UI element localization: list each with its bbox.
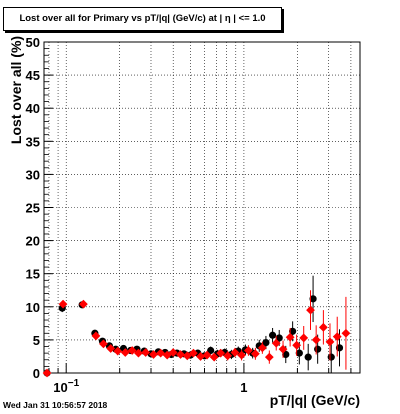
data-point-red xyxy=(332,332,342,341)
y-tick-label: 20 xyxy=(26,234,40,249)
data-point-red xyxy=(325,337,335,347)
data-point-red xyxy=(168,348,178,357)
data-point-red xyxy=(113,346,123,356)
data-point-black xyxy=(207,346,215,355)
x-tick-label: 10−1 xyxy=(53,378,79,395)
y-tick-label: 45 xyxy=(26,68,40,83)
data-point-black xyxy=(289,327,297,335)
data-point-red xyxy=(311,335,321,345)
data-point-red xyxy=(223,351,233,361)
data-point-red xyxy=(250,349,260,359)
data-point-red xyxy=(230,348,240,357)
data-point-red xyxy=(271,338,281,348)
data-point-red xyxy=(176,350,185,359)
y-tick-label: 30 xyxy=(26,167,40,182)
data-point-black xyxy=(304,353,312,361)
data-point-red xyxy=(182,351,192,361)
data-point-red xyxy=(209,352,219,362)
data-point-red xyxy=(285,332,295,342)
data-point-red xyxy=(196,352,205,361)
data-point-red xyxy=(79,299,88,309)
footer-timestamp: Wed Jan 31 10:56:57 2018 xyxy=(3,400,108,410)
data-point-red xyxy=(106,344,116,353)
y-tick-label: 25 xyxy=(26,201,40,216)
data-point-red xyxy=(42,368,52,378)
data-point-black xyxy=(268,331,277,339)
data-point-red xyxy=(149,350,158,359)
data-point-red xyxy=(58,299,68,309)
data-point-red xyxy=(237,350,246,360)
data-point-black xyxy=(275,334,283,342)
y-tick-label: 50 xyxy=(26,35,40,50)
data-point-black xyxy=(327,353,335,361)
data-point-red xyxy=(292,340,302,350)
data-point-red xyxy=(278,344,288,354)
data-point-red xyxy=(299,333,309,343)
data-point-red xyxy=(257,343,267,353)
data-point-red xyxy=(156,348,166,358)
data-point-red xyxy=(318,322,328,332)
axes: 0 5 10 15 20 25 30 35 40 45 50 10−1 1 xyxy=(26,35,352,395)
y-tick-label: 10 xyxy=(26,300,40,315)
y-tick-label: 35 xyxy=(26,134,40,149)
x-tick-label: 1 xyxy=(240,380,247,395)
y-tick-label: 15 xyxy=(26,267,40,282)
y-tick-label: 0 xyxy=(33,366,40,381)
data-point-red xyxy=(306,305,315,315)
plot-frame xyxy=(43,41,361,374)
grid-lines xyxy=(44,42,360,373)
data-point-red xyxy=(216,348,226,358)
data-point-red xyxy=(91,331,101,341)
data-point-black xyxy=(282,350,290,359)
y-tick-label: 5 xyxy=(33,333,40,348)
data-points xyxy=(42,275,351,378)
data-point-red xyxy=(244,346,253,355)
data-point-red xyxy=(189,348,198,358)
data-point-red xyxy=(141,348,151,357)
data-point-red xyxy=(99,339,108,349)
data-point-black xyxy=(295,349,303,357)
data-point-red xyxy=(202,350,212,360)
y-axis-label: Lost over all (%) xyxy=(8,36,24,144)
data-point-red xyxy=(264,352,274,362)
data-point-black xyxy=(309,295,317,303)
data-point-red xyxy=(127,346,137,355)
data-point-black xyxy=(314,345,322,353)
chart-title: Lost over all for Primary vs pT/|q| (GeV… xyxy=(3,7,282,31)
data-point-black xyxy=(262,338,270,347)
data-point-red xyxy=(341,328,351,338)
data-point-red xyxy=(134,348,143,358)
data-point-red xyxy=(120,348,130,357)
y-tick-label: 40 xyxy=(26,101,40,116)
x-axis-label: pT/|q| (GeV/c) xyxy=(270,392,360,408)
